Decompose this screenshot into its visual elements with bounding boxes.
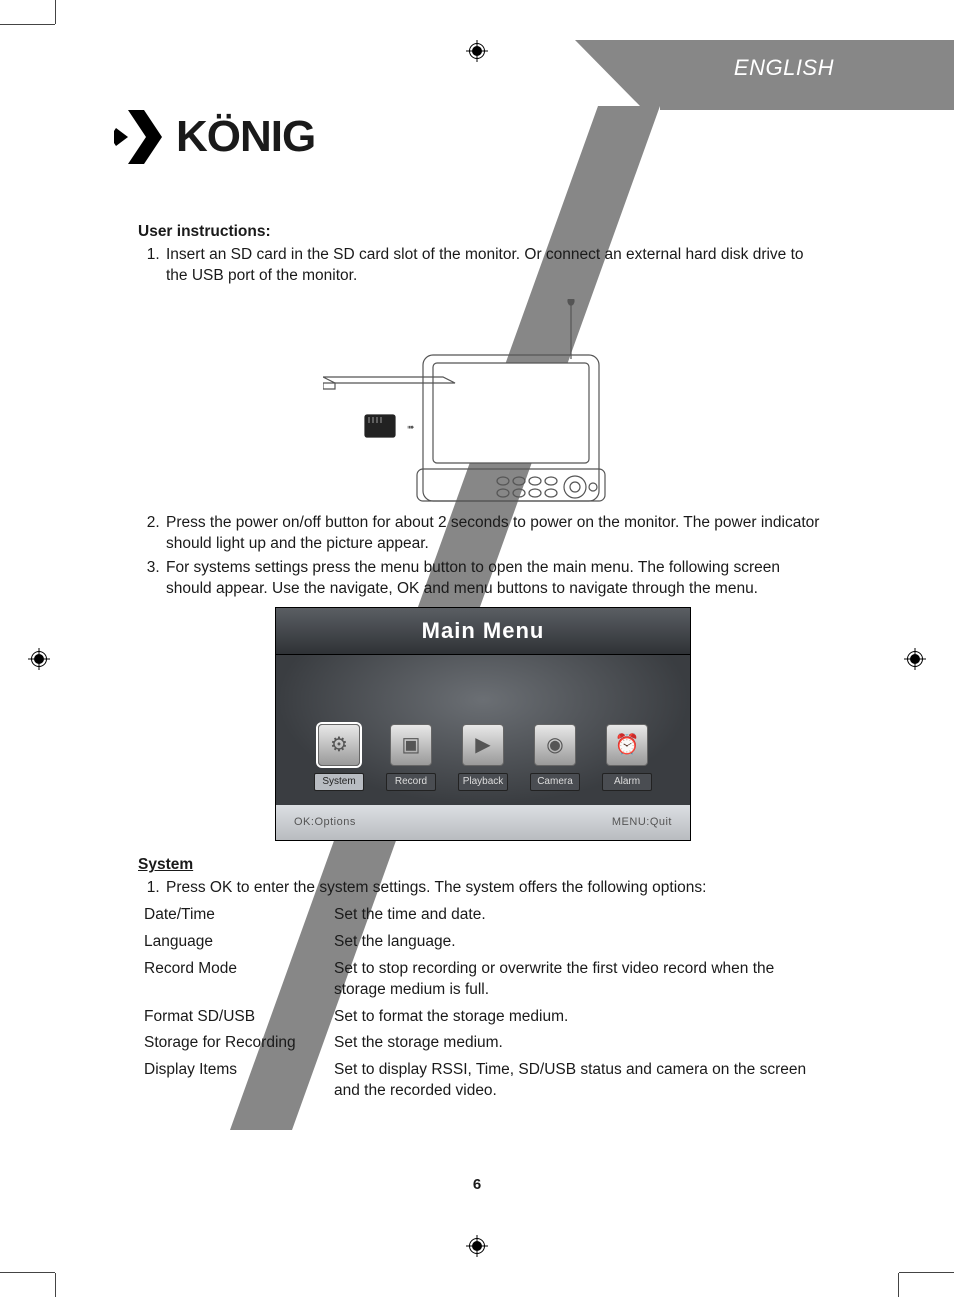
crop-corner-box — [878, 40, 904, 66]
menu-item-label: Alarm — [602, 773, 652, 791]
menu-item-camera: ◉ Camera — [524, 724, 586, 791]
menu-item-alarm: ⏰ Alarm — [596, 724, 658, 791]
system-section-title: System — [138, 855, 828, 876]
menu-item-label: Record — [386, 773, 436, 791]
device-illustration: ➠ — [323, 299, 643, 507]
table-row: Record ModeSet to stop recording or over… — [144, 956, 834, 1004]
logo-text: KÖNIG — [176, 112, 315, 162]
system-intro-list: Press OK to enter the system settings. T… — [138, 878, 828, 899]
instructions-list-cont: Press the power on/off button for about … — [138, 513, 828, 600]
table-row: Date/TimeSet the time and date. — [144, 902, 834, 929]
menu-item-label: System — [314, 773, 364, 791]
menu-item-playback: ▶ Playback — [452, 724, 514, 791]
crop-mark — [55, 1273, 56, 1297]
registration-mark-icon — [466, 40, 488, 62]
option-desc: Set to display RSSI, Time, SD/USB status… — [334, 1057, 834, 1105]
registration-mark-icon — [28, 648, 50, 670]
table-row: Format SD/USBSet to format the storage m… — [144, 1004, 834, 1031]
option-desc: Set to stop recording or overwrite the f… — [334, 956, 834, 1004]
option-desc: Set to format the storage medium. — [334, 1004, 834, 1031]
page-number: 6 — [0, 1176, 954, 1193]
brand-logo: KÖNIG — [114, 106, 315, 168]
instructions-list: Insert an SD card in the SD card slot of… — [138, 245, 828, 287]
menu-footer-right: MENU:Quit — [612, 815, 672, 830]
table-row: LanguageSet the language. — [144, 929, 834, 956]
menu-item-label: Camera — [530, 773, 580, 791]
option-name: Storage for Recording — [144, 1030, 334, 1057]
main-menu-screenshot: Main Menu ⚙ System ▣ Record ▶ Playback ◉ Camera… — [275, 607, 691, 841]
crop-mark — [899, 1272, 954, 1273]
option-name: Format SD/USB — [144, 1004, 334, 1031]
menu-item-icon: ▣ — [390, 724, 432, 766]
menu-item-icon: ⚙ — [318, 724, 360, 766]
main-menu-title: Main Menu — [276, 608, 690, 655]
option-desc: Set the time and date. — [334, 902, 834, 929]
table-row: Storage for RecordingSet the storage med… — [144, 1030, 834, 1057]
main-menu-footer: OK:Options MENU:Quit — [276, 805, 690, 840]
menu-item-record: ▣ Record — [380, 724, 442, 791]
option-desc: Set the language. — [334, 929, 834, 956]
menu-item-system: ⚙ System — [308, 724, 370, 791]
instruction-item: Insert an SD card in the SD card slot of… — [164, 245, 828, 287]
page-content: User instructions: Insert an SD card in … — [138, 222, 828, 1105]
system-options-table: Date/TimeSet the time and date.LanguageS… — [144, 902, 834, 1105]
svg-text:➠: ➠ — [407, 422, 415, 432]
instruction-item: Press the power on/off button for about … — [164, 513, 828, 555]
menu-footer-left: OK:Options — [294, 815, 356, 830]
language-label: ENGLISH — [734, 55, 834, 81]
crop-mark — [0, 1272, 55, 1273]
menu-item-icon: ▶ — [462, 724, 504, 766]
option-name: Date/Time — [144, 902, 334, 929]
table-row: Display ItemsSet to display RSSI, Time, … — [144, 1057, 834, 1105]
menu-item-icon: ◉ — [534, 724, 576, 766]
option-name: Language — [144, 929, 334, 956]
main-menu-body: ⚙ System ▣ Record ▶ Playback ◉ Camera ⏰ Alarm — [276, 655, 690, 805]
option-name: Display Items — [144, 1057, 334, 1105]
crop-mark — [55, 0, 56, 24]
menu-item-icon: ⏰ — [606, 724, 648, 766]
option-name: Record Mode — [144, 956, 334, 1004]
system-intro: Press OK to enter the system settings. T… — [164, 878, 828, 899]
registration-mark-icon — [904, 648, 926, 670]
instruction-item: For systems settings press the menu butt… — [164, 558, 828, 600]
logo-mark-icon — [114, 106, 166, 168]
menu-item-label: Playback — [458, 773, 508, 791]
registration-mark-icon — [466, 1235, 488, 1257]
instructions-heading: User instructions: — [138, 222, 828, 243]
option-desc: Set the storage medium. — [334, 1030, 834, 1057]
crop-mark — [0, 24, 55, 25]
crop-mark — [898, 1273, 899, 1297]
